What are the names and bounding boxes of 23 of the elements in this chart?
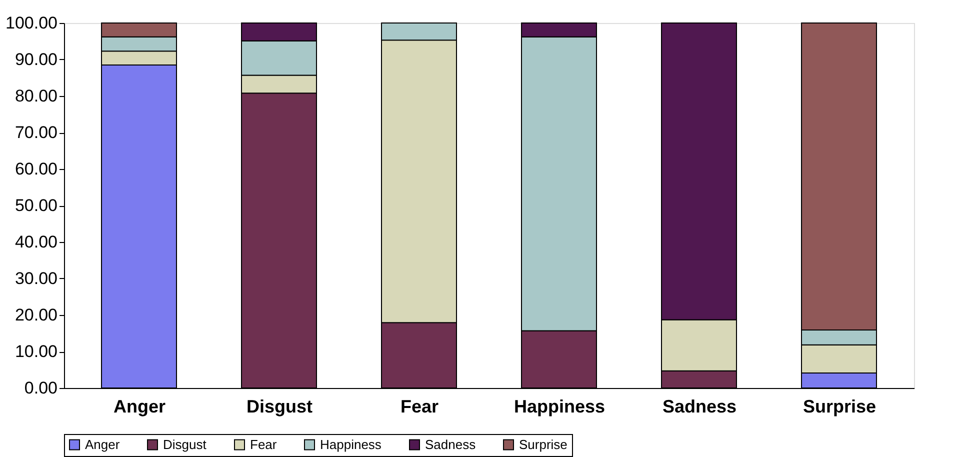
legend-label: Sadness (425, 436, 476, 452)
y-tick-label: 0.00 (24, 378, 58, 398)
x-tick-label: Fear (400, 396, 439, 416)
y-tick-label: 80.00 (14, 86, 58, 106)
legend-label: Happiness (320, 436, 382, 452)
x-tick-label: Happiness (514, 396, 606, 416)
y-tick-label: 10.00 (14, 342, 58, 361)
y-tick-label: 90.00 (14, 50, 58, 69)
legend-label: Surprise (519, 436, 568, 452)
legend-label: Fear (250, 436, 278, 452)
legend-label: Disgust (163, 436, 207, 452)
x-tick-label: Sadness (662, 396, 737, 416)
legend-label: Anger (85, 436, 120, 452)
x-tick-label: Surprise (802, 396, 876, 416)
x-tick-label: Disgust (246, 396, 313, 416)
y-tick-label: 50.00 (14, 196, 58, 215)
y-tick-label: 60.00 (14, 160, 58, 178)
y-tick-label: 100.00 (6, 14, 58, 32)
y-tick-label: 20.00 (14, 306, 58, 324)
y-tick-label: 30.00 (14, 269, 58, 288)
x-tick-label: Anger (113, 396, 166, 416)
y-tick-label: 40.00 (14, 232, 58, 252)
y-tick-label: 70.00 (14, 123, 58, 142)
